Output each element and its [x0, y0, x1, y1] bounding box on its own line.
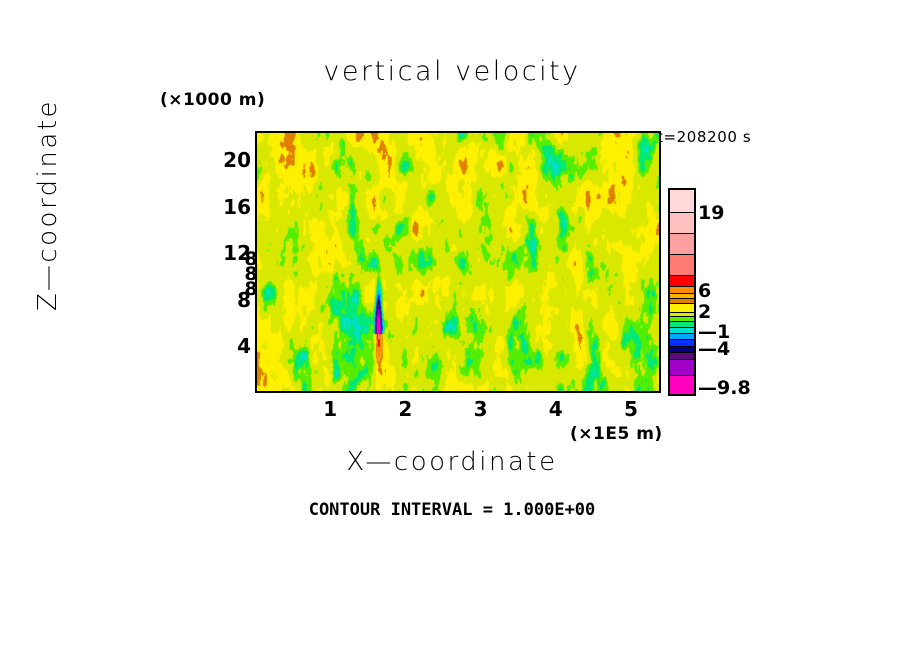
page-title: vertical velocity: [323, 56, 581, 87]
colorbar: [668, 188, 696, 396]
colorbar-band: [670, 340, 694, 347]
time-annotation: t=208200 s: [657, 128, 752, 146]
colorbar-band: [670, 317, 694, 323]
colorbar-tick-label: —1: [698, 320, 731, 343]
colorbar-band: [670, 322, 694, 329]
colorbar-tick-label: 19: [698, 201, 725, 224]
colorbar-tick-label: —9.8: [698, 376, 751, 399]
y-axis: 4 8 12 16 20: [196, 131, 251, 393]
colorbar-band: [670, 312, 694, 318]
colorbar-tick-label: 2: [698, 300, 712, 323]
colorbar-tick-label: 6: [698, 280, 712, 303]
colorbar-labels: 19 6 2 —1 —4 —9.8: [698, 188, 778, 399]
y-tick-label: 12: [223, 241, 251, 266]
colorbar-band: [670, 212, 694, 235]
y-tick-label: 8: [237, 287, 251, 312]
colorbar-band: [670, 334, 694, 341]
vertical-velocity-field: [257, 133, 659, 391]
colorbar-band: [670, 353, 694, 360]
z-axis-title: Z—coordinate: [33, 98, 63, 312]
z-axis-unit-label: (×1000 m): [160, 90, 266, 110]
colorbar-band: [670, 294, 694, 300]
colorbar-band: [670, 234, 694, 256]
contour-interval-caption: CONTOUR INTERVAL = 1.000E+00: [308, 500, 596, 520]
x-tick-label: 4: [548, 397, 563, 421]
colorbar-band: [670, 276, 694, 288]
colorbar-band: [670, 299, 694, 305]
x-axis: 1 2 3 4 5: [255, 397, 661, 427]
y-tick-label: 20: [223, 148, 251, 173]
colorbar-band: [670, 190, 694, 213]
y-tick-label: 16: [223, 194, 251, 219]
colorbar-tick-label: —4: [698, 338, 731, 361]
colorbar-band: [670, 346, 694, 354]
colorbar-band: [670, 255, 694, 277]
colorbar-band: [670, 287, 694, 295]
x-tick-label: 2: [398, 397, 413, 421]
x-tick-label: 1: [323, 397, 338, 421]
plot-area: [255, 131, 661, 393]
y-tick-label: 4: [237, 334, 251, 359]
colorbar-band: [670, 359, 694, 376]
colorbar-band: [670, 304, 694, 313]
x-axis-unit-label: (×1E5 m): [570, 424, 663, 444]
x-axis-title: X—coordinate: [346, 447, 558, 477]
x-tick-label: 5: [623, 397, 638, 421]
x-tick-label: 3: [473, 397, 488, 421]
colorbar-band: [670, 375, 694, 395]
colorbar-band: [670, 328, 694, 335]
